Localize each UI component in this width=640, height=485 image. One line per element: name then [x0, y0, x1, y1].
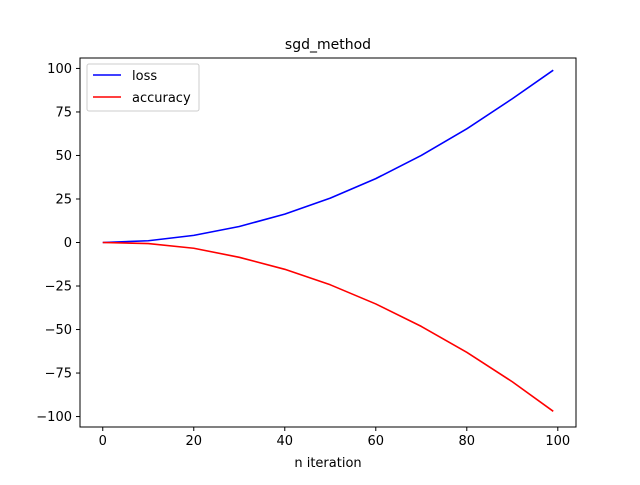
y-tick-label: 75 [55, 105, 72, 120]
series-line-loss [102, 69, 554, 244]
y-tick-label: 50 [55, 149, 72, 164]
x-tick-label: 60 [368, 434, 385, 449]
y-tick-label: 25 [55, 192, 72, 207]
x-tick-label: 80 [459, 434, 476, 449]
y-tick-label: −75 [45, 367, 72, 382]
x-tick-label: 20 [185, 434, 202, 449]
chart-title: sgd_method [285, 37, 371, 53]
legend-label-accuracy: accuracy [132, 91, 191, 106]
x-axis-label: n iteration [294, 456, 361, 471]
y-tick-label: −100 [36, 410, 72, 425]
x-tick-label: 100 [545, 434, 570, 449]
x-tick-label: 0 [99, 434, 107, 449]
x-tick-label: 40 [276, 434, 293, 449]
axes-frame [79, 57, 577, 428]
plot-area: 0 20 40 60 80 100 100 75 50 25 0 −25 −50 −75 −100 [36, 57, 577, 449]
y-tick-label: 100 [47, 62, 72, 77]
y-tick-label: 0 [64, 236, 72, 251]
y-tick-label: −25 [45, 280, 72, 295]
series-line-accuracy [102, 241, 554, 412]
legend-label-loss: loss [132, 69, 157, 84]
legend: loss accuracy [86, 63, 200, 112]
y-tick-label: −50 [45, 323, 72, 338]
